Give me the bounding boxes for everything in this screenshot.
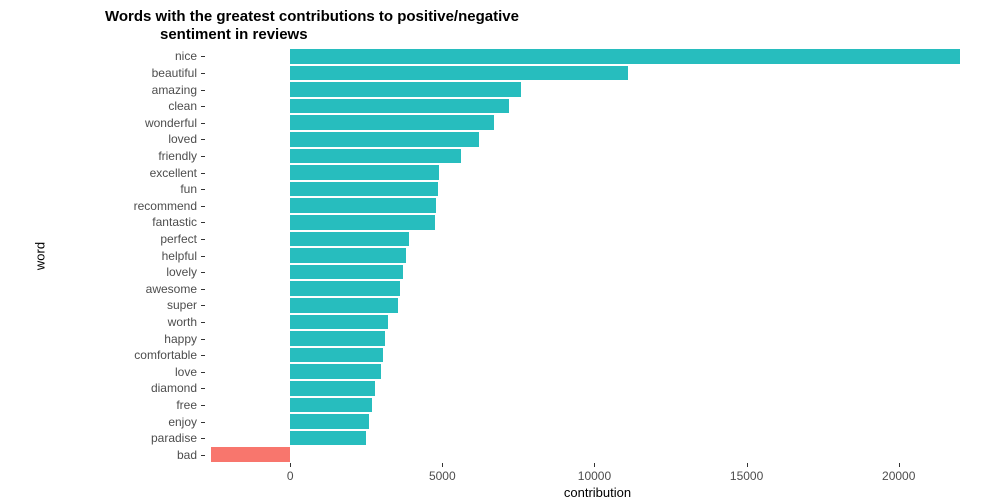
x-tick-mark bbox=[594, 463, 595, 467]
y-tick-label: helpful bbox=[162, 249, 197, 263]
bar bbox=[290, 381, 375, 396]
y-tick-mark bbox=[201, 422, 205, 423]
y-tick-mark bbox=[201, 455, 205, 456]
y-tick-mark bbox=[201, 56, 205, 57]
y-tick-label: bad bbox=[177, 448, 197, 462]
bar bbox=[290, 331, 384, 346]
bar bbox=[290, 232, 409, 247]
y-tick-mark bbox=[201, 305, 205, 306]
x-tick-mark bbox=[290, 463, 291, 467]
y-tick-label: wonderful bbox=[145, 116, 197, 130]
y-tick-label: loved bbox=[168, 132, 197, 146]
x-tick-label: 15000 bbox=[730, 469, 763, 483]
y-tick-label: worth bbox=[168, 315, 197, 329]
bar bbox=[290, 248, 406, 263]
y-tick-label: paradise bbox=[151, 431, 197, 445]
y-tick-label: clean bbox=[168, 99, 197, 113]
plot-area bbox=[205, 48, 990, 463]
y-tick-label: beautiful bbox=[152, 66, 197, 80]
sentiment-chart: Words with the greatest contributions to… bbox=[0, 0, 1000, 501]
bar bbox=[290, 49, 959, 64]
bar bbox=[290, 364, 381, 379]
x-tick-mark bbox=[442, 463, 443, 467]
bar bbox=[290, 115, 494, 130]
bar bbox=[290, 215, 435, 230]
y-tick-mark bbox=[201, 372, 205, 373]
y-tick-label: awesome bbox=[146, 282, 197, 296]
y-tick-label: enjoy bbox=[168, 415, 197, 429]
bar bbox=[290, 165, 439, 180]
bar bbox=[290, 398, 372, 413]
y-axis-title: word bbox=[33, 241, 48, 269]
y-tick-mark bbox=[201, 106, 205, 107]
y-tick-mark bbox=[201, 156, 205, 157]
bar bbox=[290, 348, 383, 363]
y-tick-mark bbox=[201, 239, 205, 240]
y-tick-label: fantastic bbox=[152, 215, 197, 229]
bar bbox=[290, 281, 400, 296]
y-tick-mark bbox=[201, 206, 205, 207]
chart-title-line2: sentiment in reviews bbox=[160, 26, 308, 43]
bar bbox=[290, 298, 398, 313]
x-tick-label: 20000 bbox=[882, 469, 915, 483]
y-tick-label: lovely bbox=[166, 265, 197, 279]
bar bbox=[290, 149, 460, 164]
bar bbox=[211, 447, 290, 462]
y-tick-mark bbox=[201, 139, 205, 140]
y-tick-label: friendly bbox=[158, 149, 197, 163]
bar bbox=[290, 182, 438, 197]
bar bbox=[290, 414, 369, 429]
bar bbox=[290, 99, 509, 114]
y-tick-mark bbox=[201, 322, 205, 323]
x-tick-label: 5000 bbox=[429, 469, 456, 483]
bar bbox=[290, 198, 436, 213]
bar bbox=[290, 132, 479, 147]
y-tick-label: amazing bbox=[152, 83, 197, 97]
y-tick-mark bbox=[201, 339, 205, 340]
y-tick-mark bbox=[201, 438, 205, 439]
y-tick-label: excellent bbox=[150, 166, 197, 180]
y-tick-mark bbox=[201, 222, 205, 223]
y-tick-mark bbox=[201, 289, 205, 290]
y-tick-mark bbox=[201, 73, 205, 74]
y-tick-mark bbox=[201, 123, 205, 124]
y-tick-mark bbox=[201, 173, 205, 174]
y-tick-mark bbox=[201, 355, 205, 356]
y-tick-mark bbox=[201, 189, 205, 190]
y-tick-mark bbox=[201, 405, 205, 406]
y-tick-label: free bbox=[176, 398, 197, 412]
y-tick-mark bbox=[201, 272, 205, 273]
y-tick-label: nice bbox=[175, 49, 197, 63]
bar bbox=[290, 431, 366, 446]
y-tick-label: happy bbox=[164, 332, 197, 346]
x-tick-mark bbox=[899, 463, 900, 467]
y-tick-label: comfortable bbox=[134, 348, 197, 362]
x-tick-mark bbox=[747, 463, 748, 467]
bar bbox=[290, 315, 387, 330]
x-axis-title: contribution bbox=[564, 485, 631, 500]
y-tick-label: recommend bbox=[134, 199, 197, 213]
bar bbox=[290, 265, 403, 280]
y-tick-label: diamond bbox=[151, 381, 197, 395]
bar bbox=[290, 66, 628, 81]
bar bbox=[290, 82, 521, 97]
x-tick-label: 10000 bbox=[578, 469, 611, 483]
y-tick-label: love bbox=[175, 365, 197, 379]
chart-title-line1: Words with the greatest contributions to… bbox=[105, 8, 519, 25]
x-tick-label: 0 bbox=[287, 469, 294, 483]
y-tick-label: super bbox=[167, 298, 197, 312]
y-tick-mark bbox=[201, 256, 205, 257]
y-tick-label: fun bbox=[180, 182, 197, 196]
y-tick-mark bbox=[201, 388, 205, 389]
y-tick-mark bbox=[201, 90, 205, 91]
y-tick-label: perfect bbox=[160, 232, 197, 246]
